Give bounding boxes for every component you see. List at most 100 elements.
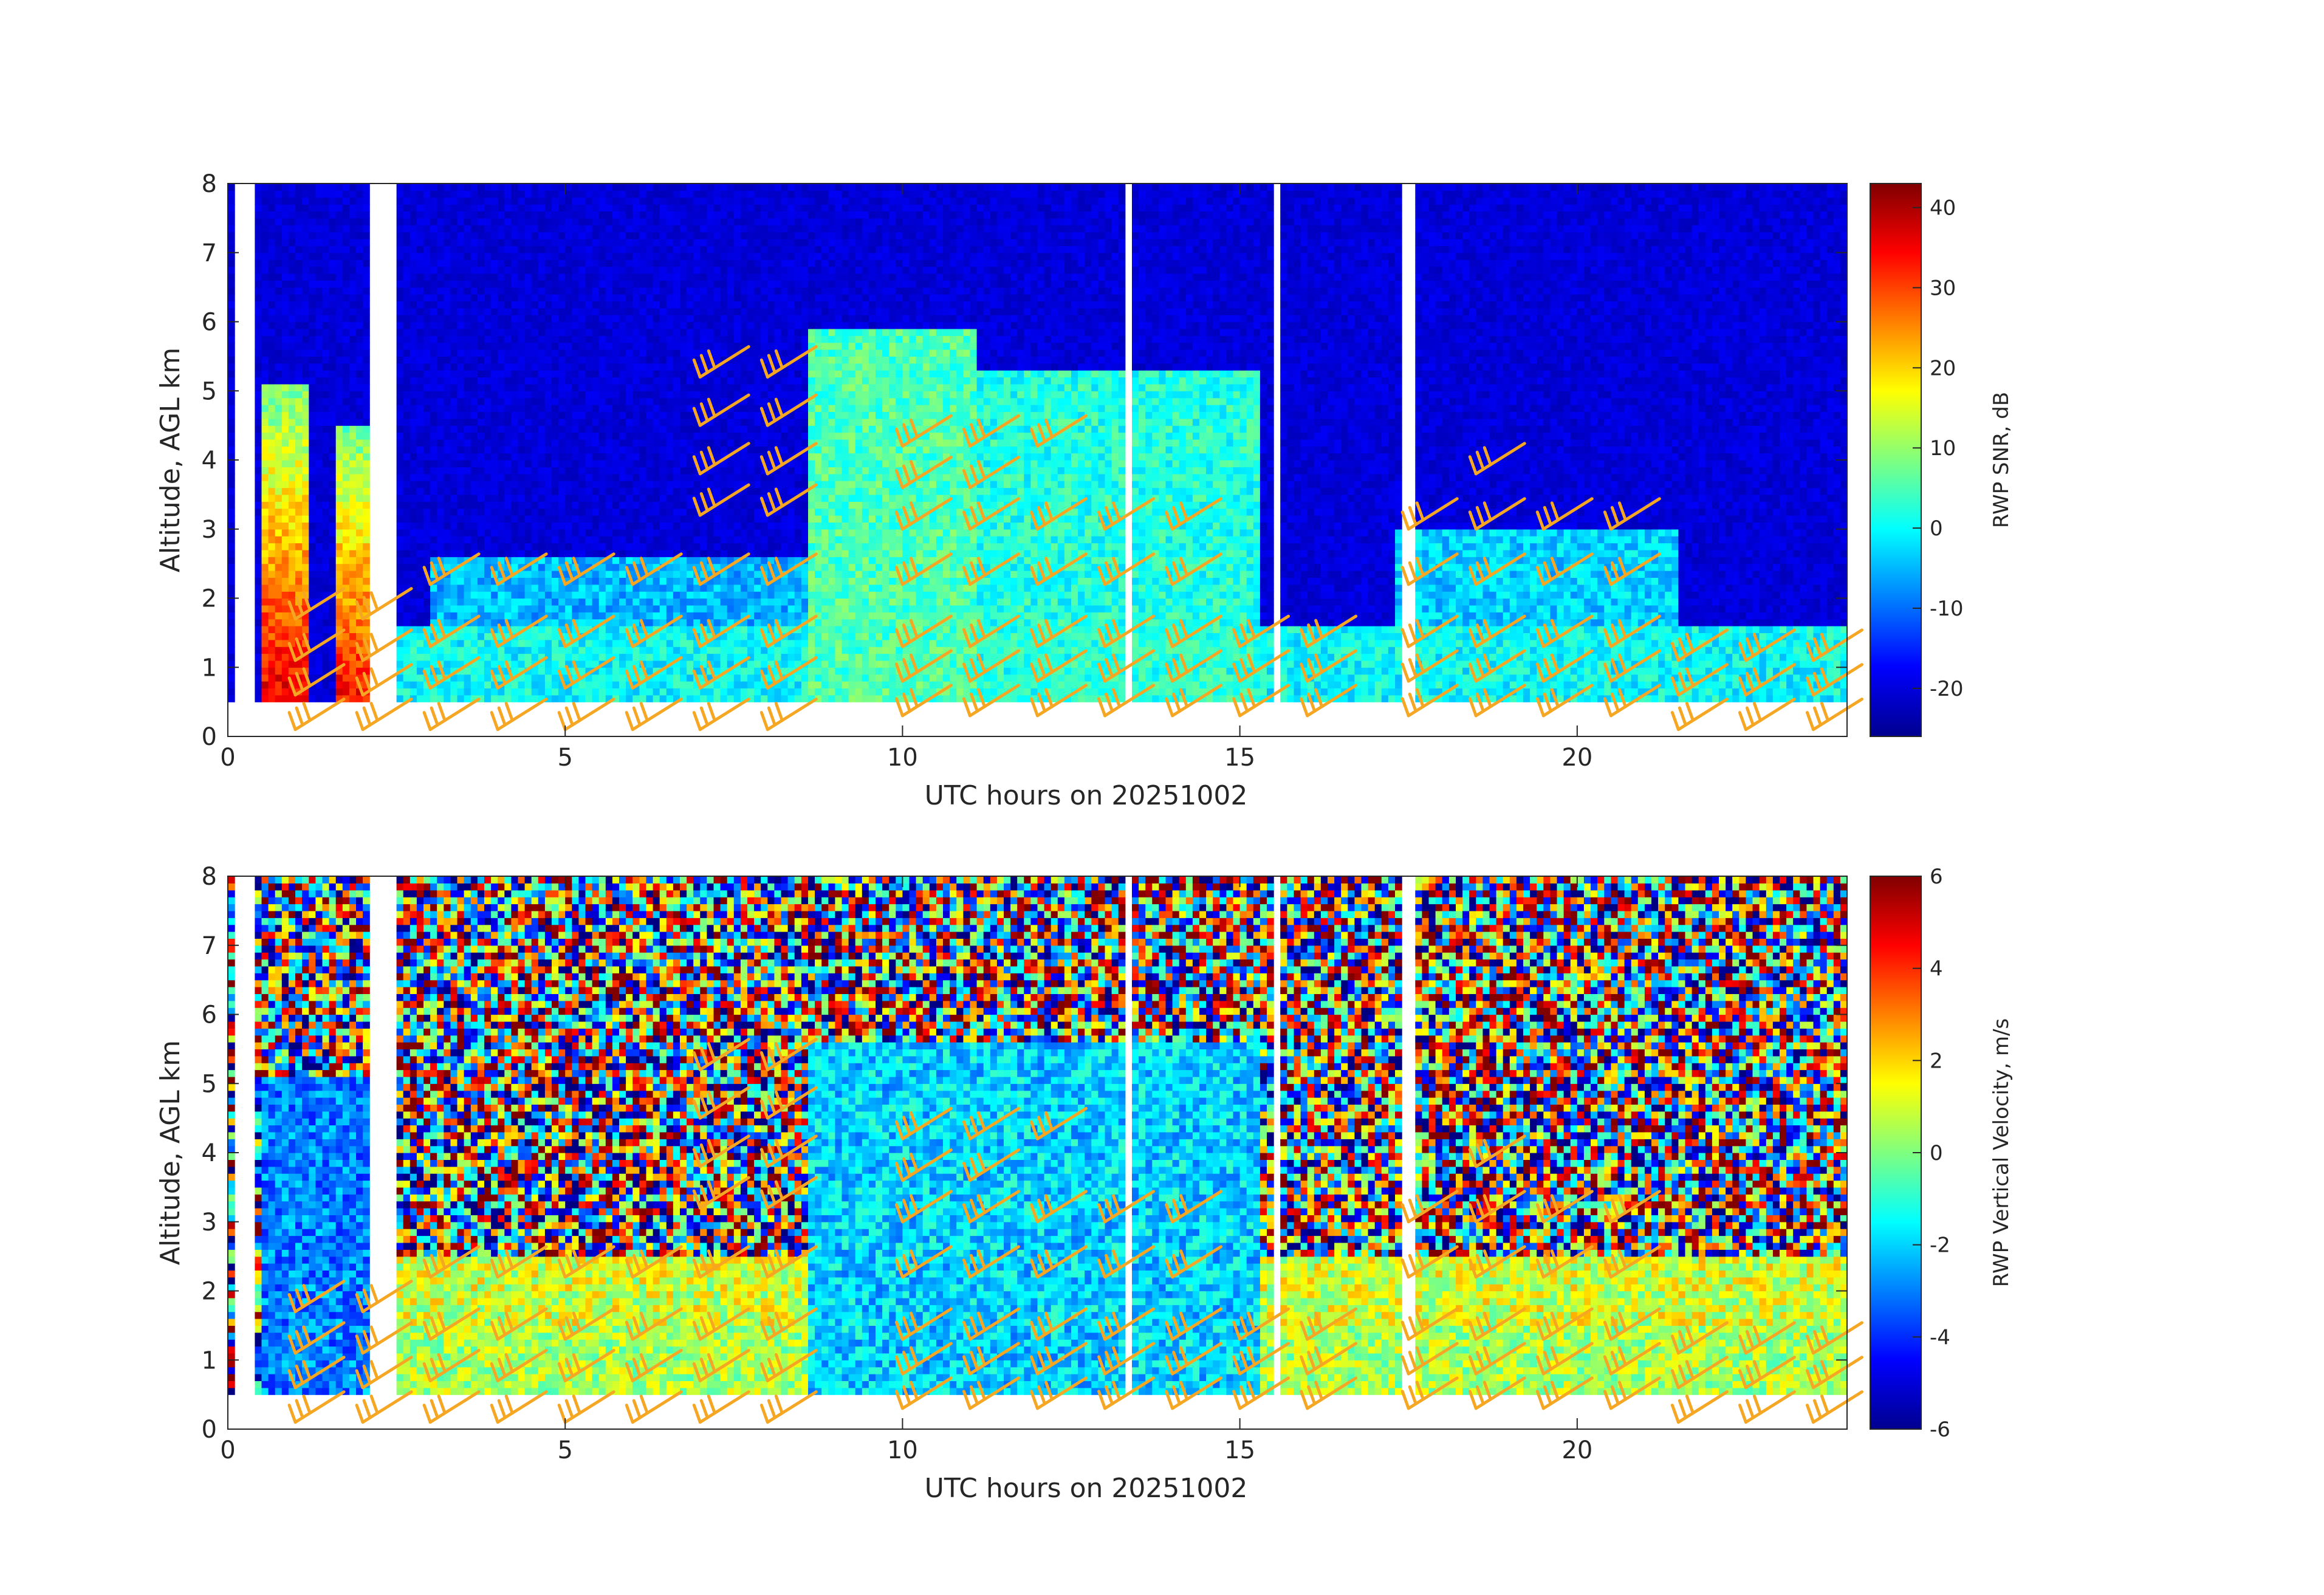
heatmap-cell — [262, 619, 269, 626]
heatmap-cell — [673, 591, 680, 599]
heatmap-cell — [450, 591, 458, 599]
heatmap-cell — [309, 557, 316, 564]
heatmap-cell — [612, 681, 620, 688]
heatmap-cell — [538, 204, 546, 211]
heatmap-cell — [545, 522, 552, 529]
heatmap-cell — [275, 647, 283, 654]
heatmap-cell — [606, 370, 613, 377]
heatmap-cell — [660, 605, 667, 612]
heatmap-cell — [552, 481, 559, 488]
heatmap-cell — [458, 481, 465, 488]
heatmap-cell — [558, 591, 566, 599]
heatmap-cell — [632, 232, 640, 239]
heatmap-cell — [491, 591, 498, 599]
heatmap-cell — [349, 273, 357, 281]
heatmap-cell — [558, 425, 566, 433]
heatmap-cell — [532, 204, 539, 211]
heatmap-cell — [626, 329, 633, 336]
heatmap-cell — [478, 363, 485, 371]
heatmap-cell — [538, 280, 546, 287]
heatmap-cell — [302, 391, 309, 398]
heatmap-cell — [282, 585, 289, 592]
heatmap-cell — [228, 294, 235, 301]
heatmap-cell — [545, 294, 552, 301]
heatmap-cell — [336, 384, 343, 391]
heatmap-cell — [632, 474, 640, 481]
heatmap-cell — [484, 619, 492, 626]
heatmap-cell — [269, 633, 276, 640]
heatmap-cell — [572, 197, 579, 205]
heatmap-cell — [269, 405, 276, 412]
heatmap-cell — [673, 474, 680, 481]
heatmap-cell — [315, 577, 323, 585]
heatmap-cell — [680, 197, 687, 205]
heatmap-cell — [471, 667, 478, 674]
heatmap-cell — [315, 370, 323, 377]
heatmap-cell — [282, 335, 289, 343]
heatmap-cell — [262, 322, 269, 329]
heatmap-cell — [397, 467, 404, 474]
heatmap-cell — [275, 273, 283, 281]
heatmap-cell — [363, 245, 370, 253]
heatmap-cell — [578, 232, 586, 239]
heatmap-cell — [667, 419, 674, 426]
heatmap-cell — [592, 322, 600, 329]
heatmap-cell — [255, 363, 262, 371]
heatmap-cell — [498, 184, 505, 191]
heatmap-cell — [511, 356, 518, 363]
heatmap-cell — [578, 280, 586, 287]
heatmap-cell — [397, 543, 404, 551]
heatmap-cell — [417, 695, 424, 702]
heatmap-cell — [721, 509, 728, 516]
heatmap-cell — [511, 564, 518, 571]
heatmap-cell — [687, 211, 694, 219]
heatmap-cell — [511, 577, 518, 585]
heatmap-cell — [444, 267, 451, 274]
heatmap-cell — [356, 529, 363, 537]
heatmap-cell — [295, 343, 303, 350]
heatmap-cell — [349, 460, 357, 467]
heatmap-cell — [309, 391, 316, 398]
heatmap-cell — [417, 232, 424, 239]
heatmap-cell — [687, 190, 694, 197]
heatmap-cell — [323, 619, 330, 626]
heatmap-cell — [417, 294, 424, 301]
heatmap-cell — [653, 509, 660, 516]
heatmap-cell — [275, 343, 283, 350]
heatmap-cell — [518, 522, 526, 529]
heatmap-cell — [612, 398, 620, 405]
heatmap-cell — [282, 557, 289, 564]
heatmap-cell — [599, 363, 606, 371]
heatmap-cell — [410, 571, 417, 578]
heatmap-cell — [484, 384, 492, 391]
heatmap-cell — [397, 557, 404, 564]
heatmap-cell — [707, 585, 714, 592]
heatmap-cell — [552, 349, 559, 357]
heatmap-cell — [356, 267, 363, 274]
heatmap-cell — [336, 460, 343, 467]
heatmap-cell — [592, 411, 600, 419]
heatmap-cell — [680, 501, 687, 509]
heatmap-cell — [262, 204, 269, 211]
heatmap-cell — [707, 612, 714, 619]
heatmap-cell — [343, 550, 350, 557]
heatmap-cell — [511, 294, 518, 301]
heatmap-cell — [646, 474, 654, 481]
heatmap-cell — [343, 301, 350, 308]
heatmap-cell — [552, 384, 559, 391]
heatmap-cell — [578, 654, 586, 661]
heatmap-cell — [343, 267, 350, 274]
heatmap-cell — [295, 467, 303, 474]
heatmap-cell — [646, 343, 654, 350]
heatmap-cell — [450, 273, 458, 281]
heatmap-cell — [397, 501, 404, 509]
heatmap-cell — [262, 460, 269, 467]
heatmap-cell — [693, 550, 701, 557]
heatmap-cell — [687, 439, 694, 447]
heatmap-cell — [538, 391, 546, 398]
heatmap-cell — [309, 273, 316, 281]
heatmap-cell — [458, 550, 465, 557]
heatmap-cell — [667, 225, 674, 232]
heatmap-cell — [403, 315, 411, 322]
heatmap-cell — [639, 439, 646, 447]
